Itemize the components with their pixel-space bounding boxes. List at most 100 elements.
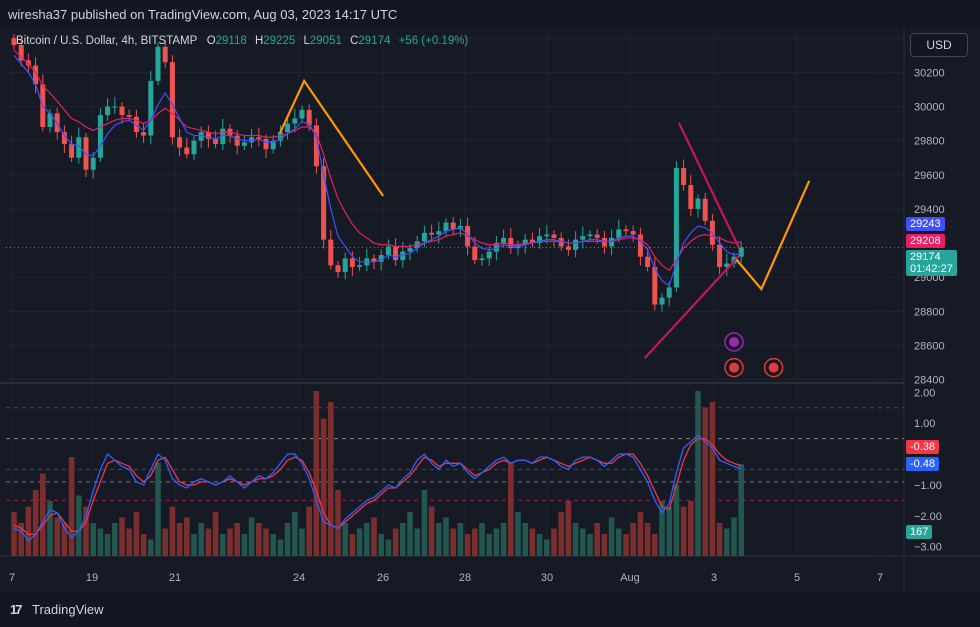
legend-close: 29174	[358, 35, 391, 47]
candle-body	[234, 135, 240, 146]
candle-body	[169, 62, 175, 138]
volume-bar	[364, 523, 370, 556]
volume-bar	[695, 391, 701, 556]
volume-bar	[493, 528, 500, 556]
volume-bar	[522, 523, 528, 556]
volume-bar	[544, 539, 550, 556]
tradingview-brand[interactable]: 17 TradingView	[10, 602, 104, 617]
candle-body	[11, 38, 17, 46]
currency-selector[interactable]: USD	[910, 33, 968, 57]
volume-bar	[572, 523, 579, 556]
candle-body	[220, 128, 226, 145]
candle-body	[630, 231, 636, 235]
volume-bar	[112, 523, 118, 556]
volume-bar	[76, 495, 82, 556]
legend-low-label: L	[303, 35, 310, 47]
volume-bar	[133, 512, 140, 556]
volume-bar	[407, 512, 413, 556]
volume-bar	[414, 528, 420, 556]
candle-body	[472, 246, 478, 261]
candle-body	[673, 167, 679, 288]
volume-bar	[227, 528, 233, 556]
triangle-lower-line	[644, 255, 740, 359]
volume-bar	[270, 534, 276, 556]
candle-body	[263, 138, 269, 150]
candle-body	[522, 239, 528, 245]
legend-open-label: O	[206, 35, 216, 47]
candle-body	[249, 137, 255, 143]
candle-body	[299, 109, 305, 119]
volume-bar	[68, 457, 75, 556]
osc-blue-line	[13, 434, 742, 542]
candle-body	[90, 157, 96, 170]
volume-bar	[191, 534, 197, 556]
tradingview-logo-icon: 17	[10, 602, 22, 617]
volume-bar	[263, 528, 269, 556]
legend-symbol: Bitcoin / U.S. Dollar, 4h, BITSTAMP	[16, 35, 198, 47]
price-tick-label: 30000	[914, 102, 945, 114]
volume-bar	[666, 506, 672, 556]
volume-bar	[673, 484, 680, 556]
candle-body	[688, 185, 694, 209]
volume-bar	[644, 523, 651, 556]
candle-body	[198, 132, 204, 141]
chart-svg[interactable]: 3040030200300002980029600294002920029000…	[0, 28, 980, 592]
time-tick-label: 19	[86, 572, 98, 584]
time-tick-label: 28	[459, 572, 471, 584]
volume-bar	[25, 506, 32, 556]
candle-body	[724, 263, 730, 267]
candle-body	[241, 142, 247, 146]
volume-bar	[630, 523, 636, 556]
volume-bar	[724, 528, 730, 556]
volume-bar	[47, 501, 53, 556]
volume-bar	[529, 528, 536, 556]
volume-bar	[637, 512, 644, 556]
triangle-upper-line	[678, 122, 740, 248]
volume-bar	[234, 523, 240, 556]
candle-body	[537, 236, 543, 244]
volume-tag: 167	[906, 525, 933, 539]
price-tick-label: 28800	[914, 306, 945, 318]
volume-bar	[169, 506, 176, 556]
event-lightning-icon-inner	[729, 337, 739, 348]
volume-bar	[335, 490, 341, 556]
volume-bar	[248, 517, 255, 556]
volume-bar	[126, 528, 132, 556]
candle-body	[681, 167, 687, 186]
candle-body	[133, 116, 139, 133]
volume-bar	[205, 528, 212, 556]
volume-bar	[148, 539, 154, 556]
symbol-legend: Bitcoin / U.S. Dollar, 4h, BITSTAMP O 291…	[16, 35, 473, 47]
candle-body	[623, 229, 629, 232]
candle-body	[256, 137, 262, 139]
candle-body	[738, 247, 744, 257]
candle-body	[277, 132, 283, 141]
candle-body	[155, 46, 161, 81]
candle-body	[270, 140, 276, 150]
candle-body	[328, 239, 334, 266]
volume-bar	[428, 506, 435, 556]
time-tick-label: 30	[541, 572, 553, 584]
volume-bar	[212, 512, 219, 556]
candle-body	[616, 229, 622, 238]
volume-bar	[11, 512, 17, 556]
volume-bar	[61, 523, 68, 556]
chart-area[interactable]: 3040030200300002980029600294002920029000…	[0, 28, 980, 592]
candle-body	[321, 166, 327, 240]
volume-bar	[565, 501, 572, 556]
volume-bar	[472, 528, 478, 556]
us-flag-event-icon-inner	[729, 362, 739, 373]
candle-body	[450, 222, 456, 230]
candle-body	[400, 251, 406, 261]
candle-body	[486, 251, 492, 259]
osc-pink-line	[13, 437, 742, 536]
volume-bar	[356, 528, 363, 556]
candle-body	[119, 106, 125, 116]
candle-body	[306, 109, 312, 126]
volume-bar	[342, 523, 348, 556]
volume-bar	[313, 391, 320, 556]
volume-bar	[702, 407, 708, 556]
candle-body	[357, 265, 363, 267]
candle-body	[587, 234, 593, 237]
price-tick-label: 30200	[914, 67, 945, 79]
